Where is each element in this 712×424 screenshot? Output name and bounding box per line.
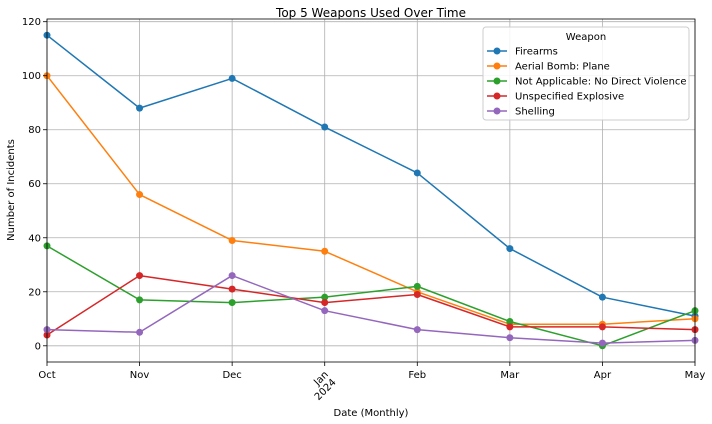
x-tick-label: Oct (38, 370, 55, 381)
data-point (506, 334, 514, 342)
legend-item: Unspecified Explosive (487, 92, 624, 103)
series-line (46, 274, 696, 336)
x-tick-label: Nov (130, 370, 150, 381)
series-line (46, 75, 696, 325)
x-tick-label: Feb (408, 370, 426, 381)
data-point (413, 326, 421, 334)
x-tick-label: Apr (594, 370, 612, 381)
legend-title: Weapon (566, 32, 606, 43)
legend-label: Firearms (515, 47, 558, 58)
legend-item: Not Applicable: No Direct Violence (487, 77, 687, 88)
y-tick-label: 0 (35, 341, 41, 352)
data-point (136, 296, 144, 304)
legend-label: Unspecified Explosive (515, 92, 624, 103)
data-point (413, 290, 421, 298)
data-point (598, 339, 606, 347)
y-axis-title: Number of Incidents (6, 139, 17, 241)
legend-label: Not Applicable: No Direct Violence (515, 77, 687, 88)
legend-item: Shelling (487, 107, 555, 118)
x-tick-label: Dec (222, 370, 241, 381)
data-point (228, 299, 236, 307)
data-point (228, 285, 236, 293)
y-tick-label: 100 (22, 71, 41, 82)
data-point (413, 282, 421, 290)
data-point (321, 123, 329, 131)
x-tick-label: May (685, 370, 706, 381)
legend-box (482, 26, 690, 121)
y-tick-label: 40 (28, 233, 41, 244)
y-tick-label: 60 (28, 179, 41, 190)
legend-marker (493, 92, 501, 100)
data-point (136, 104, 144, 112)
data-point (228, 272, 236, 280)
data-point (228, 74, 236, 82)
legend-marker (493, 47, 501, 55)
data-point (136, 191, 144, 199)
series-unspecified-explosive (43, 272, 699, 339)
legend: Weapon Firearms Aerial Bomb: Plane Not App… (482, 26, 690, 121)
series-line (46, 34, 696, 317)
x-tick-label: Mar (500, 370, 520, 381)
y-tick-label: 120 (22, 17, 41, 28)
chart-title: Top 5 Weapons Used Over Time (275, 6, 466, 20)
series-line (46, 274, 696, 344)
data-point (413, 169, 421, 177)
data-point (321, 293, 329, 301)
data-point (598, 323, 606, 331)
y-tick-label: 20 (28, 287, 41, 298)
data-point (321, 247, 329, 255)
data-point (136, 272, 144, 280)
plot-frame (46, 18, 696, 363)
legend-items: Firearms Aerial Bomb: Plane Not Applicable… (487, 47, 687, 118)
legend-marker (493, 62, 501, 70)
data-point (136, 328, 144, 336)
y-tick-label: 80 (28, 125, 41, 136)
legend-item: Firearms (487, 47, 558, 58)
series-shelling (43, 272, 699, 347)
series-layer (43, 31, 699, 350)
data-point (228, 236, 236, 244)
data-point (506, 323, 514, 331)
legend-item: Aerial Bomb: Plane (487, 62, 610, 73)
data-point (321, 307, 329, 315)
data-point (506, 317, 514, 325)
legend-label: Aerial Bomb: Plane (515, 62, 610, 73)
data-point (321, 299, 329, 307)
legend-marker (493, 107, 501, 115)
series-firearms (43, 31, 699, 320)
legend-marker (493, 77, 501, 85)
data-point (506, 245, 514, 253)
x-axis-title: Date (Monthly) (334, 408, 409, 419)
legend-label: Shelling (515, 107, 555, 118)
data-point (598, 293, 606, 301)
